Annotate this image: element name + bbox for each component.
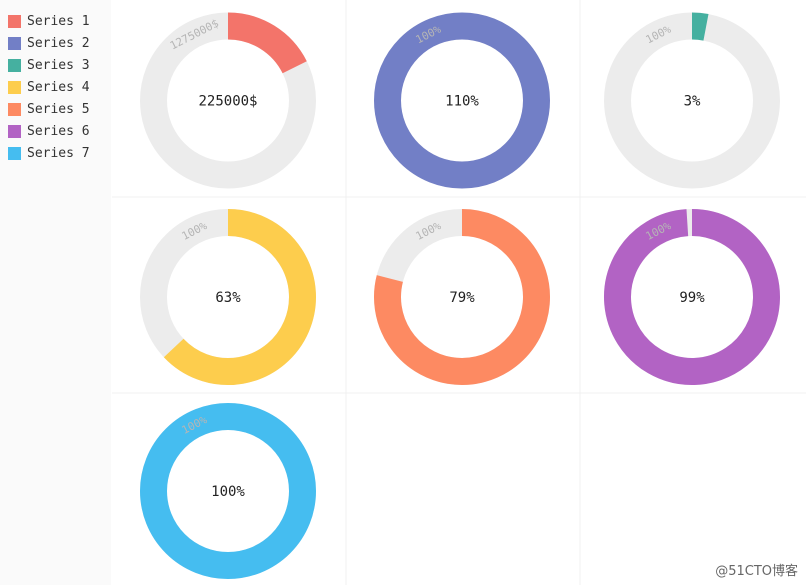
legend-label: Series 4 (27, 79, 90, 95)
gauge-value-arc (374, 209, 550, 385)
legend-item[interactable]: Series 2 (8, 35, 90, 51)
gauge-center-label: 63% (215, 290, 241, 306)
gauge-center-label: 110% (445, 94, 479, 110)
legend-label: Series 2 (27, 35, 90, 51)
gauge-value-arc (691, 12, 709, 41)
legend-swatch (8, 146, 21, 160)
legend-swatch (8, 80, 21, 94)
legend-item[interactable]: Series 5 (8, 101, 90, 117)
legend-item[interactable]: Series 4 (8, 79, 90, 95)
legend-label: Series 6 (27, 123, 90, 139)
legend-swatch (8, 124, 21, 138)
legend-label: Series 3 (27, 57, 90, 73)
gauge-center-label: 3% (684, 94, 701, 110)
legend-swatch (8, 36, 21, 50)
legend-label: Series 5 (27, 101, 90, 117)
legend: Series 1 Series 2 Series 3 Series 4 Series 5… (0, 0, 111, 585)
gauge-center-label: 225000$ (198, 94, 257, 110)
legend-swatch (8, 102, 21, 116)
gauge: 100%100% (140, 403, 316, 579)
watermark: @51CTO博客 (715, 564, 798, 579)
gauge-value-arc (140, 403, 316, 579)
legend-swatch (8, 14, 21, 28)
legend-swatch (8, 58, 21, 72)
gauge-value-arc (227, 12, 307, 74)
gauge: 100%3% (604, 12, 780, 189)
legend-item[interactable]: Series 6 (8, 123, 90, 139)
legend-item[interactable]: Series 7 (8, 145, 90, 161)
gauge: 100%110% (374, 12, 550, 189)
gauge: 100%79% (374, 209, 550, 385)
gauge-value-arc (374, 12, 550, 189)
legend-label: Series 1 (27, 13, 90, 29)
legend-label: Series 7 (27, 145, 90, 161)
gauge: 100%99% (604, 209, 780, 385)
gauge-value-arc (163, 209, 316, 385)
gauge: 100%63% (140, 209, 316, 385)
gauge-center-label: 99% (679, 290, 705, 306)
legend-item[interactable]: Series 3 (8, 57, 90, 73)
gauge: 1275000$225000$ (140, 12, 316, 189)
gauge-center-label: 100% (211, 484, 245, 500)
gauge-value-arc (604, 209, 780, 385)
gauge-center-label: 79% (449, 290, 475, 306)
legend-item[interactable]: Series 1 (8, 13, 90, 29)
